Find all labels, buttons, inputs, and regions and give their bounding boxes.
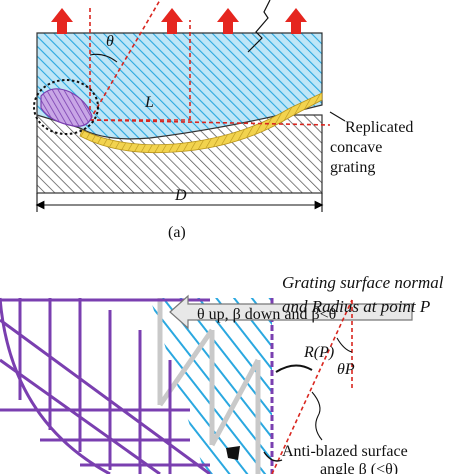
grating-curve [79, 92, 323, 154]
theta-label: θ [106, 33, 114, 50]
pull-arrow-2 [161, 8, 183, 34]
pull-arrows [51, 8, 307, 34]
anti-blazed-label-line1: Anti-blazed surface [282, 443, 408, 460]
radius-line [271, 299, 353, 474]
replicated-label-line1: Replicated [345, 119, 413, 136]
defect-highlight-circle [33, 79, 99, 135]
panel-b: θ up, β down and β<θ Grating surface nor… [0, 273, 444, 474]
direction-arrow-text: θ up, β down and β<θ [197, 306, 336, 323]
normal-label-line1: Grating surface normal [282, 273, 444, 292]
pull-arrow-1 [51, 8, 73, 34]
angle-arc-r [275, 364, 313, 373]
normal-label-line2: and Radius at point P [282, 297, 430, 316]
length-label: L [144, 94, 154, 111]
diameter-label: D [174, 187, 187, 204]
theta-arc [89, 53, 118, 63]
callout-squiggle [247, 0, 271, 53]
pull-arrow-4 [285, 8, 307, 34]
panel-a-caption: (a) [168, 224, 186, 241]
radius-label: R(P) [303, 344, 334, 361]
pull-arrow-3 [217, 8, 239, 34]
angle-arc-beta [263, 451, 283, 462]
label-leader [329, 111, 346, 122]
panel-a: θ L Replicated concave grating D (a) [33, 0, 413, 241]
replicated-label-line3: grating [330, 159, 375, 176]
purple-mesh [0, 297, 211, 474]
dashed-geometry [89, 0, 331, 126]
theta-p-label: θP [337, 361, 355, 378]
point-p-marker [226, 446, 240, 460]
angle-arc-p [336, 337, 353, 353]
anti-blazed-label-line2: angle β (<θ) [320, 461, 398, 474]
defect-region [40, 88, 93, 127]
anti-blazed-leader [311, 391, 323, 441]
replicated-label-line2: concave [330, 139, 382, 156]
